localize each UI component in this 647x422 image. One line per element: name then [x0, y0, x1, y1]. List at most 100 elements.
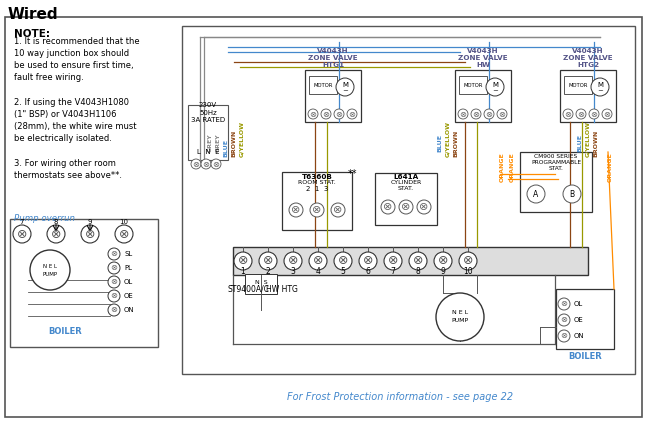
Text: BLUE: BLUE — [437, 134, 443, 152]
Text: HW HTG: HW HTG — [266, 285, 298, 294]
Circle shape — [108, 248, 120, 260]
Text: ⊗: ⊗ — [237, 254, 248, 268]
Bar — [556, 289, 614, 349]
Bar — [455, 70, 511, 122]
Text: ⊗: ⊗ — [111, 263, 118, 273]
Text: ⊗: ⊗ — [17, 227, 27, 241]
Circle shape — [417, 200, 431, 214]
Text: 2: 2 — [266, 268, 270, 276]
Text: SL: SL — [124, 251, 132, 257]
Circle shape — [602, 109, 612, 119]
Circle shape — [558, 298, 570, 310]
Text: 9: 9 — [441, 268, 445, 276]
Circle shape — [201, 159, 211, 169]
Text: ⊗: ⊗ — [291, 205, 301, 215]
Text: ⊗: ⊗ — [203, 160, 210, 168]
Text: ⊗: ⊗ — [485, 109, 492, 119]
Text: ⊗: ⊗ — [313, 205, 322, 215]
Text: STAT.: STAT. — [549, 166, 564, 171]
Text: ⊗: ⊗ — [313, 254, 324, 268]
Circle shape — [563, 109, 573, 119]
Text: ⊗: ⊗ — [438, 254, 448, 268]
Text: CM900 SERIES: CM900 SERIES — [534, 154, 578, 159]
Text: BOILER: BOILER — [568, 352, 602, 361]
Text: G/YELLOW: G/YELLOW — [239, 121, 245, 157]
Text: 2  1  3: 2 1 3 — [306, 186, 328, 192]
Text: PUMP: PUMP — [43, 271, 58, 276]
Text: ZONE VALVE: ZONE VALVE — [563, 55, 613, 61]
Text: ⊗: ⊗ — [212, 160, 219, 168]
Text: ⊗: ⊗ — [333, 205, 343, 215]
Text: BLUE: BLUE — [578, 134, 582, 152]
Circle shape — [310, 203, 324, 217]
Text: ⊗: ⊗ — [578, 109, 584, 119]
Circle shape — [108, 276, 120, 288]
Circle shape — [458, 109, 468, 119]
Circle shape — [334, 109, 344, 119]
Text: BROWN: BROWN — [593, 130, 598, 157]
Text: PUMP: PUMP — [452, 319, 468, 324]
Text: ~: ~ — [597, 88, 603, 94]
Text: ORANGE: ORANGE — [509, 152, 514, 182]
Text: BROWN: BROWN — [232, 130, 237, 157]
Text: STAT.: STAT. — [398, 186, 414, 191]
Text: B: B — [569, 189, 575, 198]
Circle shape — [13, 225, 31, 243]
Circle shape — [399, 200, 413, 214]
Text: ⊗: ⊗ — [413, 254, 423, 268]
Circle shape — [284, 252, 302, 270]
Text: ⊗: ⊗ — [363, 254, 373, 268]
Text: G/YELLOW: G/YELLOW — [446, 121, 450, 157]
Text: 10: 10 — [120, 219, 129, 225]
Text: ON: ON — [574, 333, 585, 339]
Bar — [305, 70, 361, 122]
Circle shape — [497, 109, 507, 119]
Text: ZONE VALVE: ZONE VALVE — [308, 55, 358, 61]
Circle shape — [115, 225, 133, 243]
Text: ORANGE: ORANGE — [499, 152, 505, 182]
Text: HTG2: HTG2 — [577, 62, 599, 68]
Circle shape — [384, 252, 402, 270]
Circle shape — [321, 109, 331, 119]
Text: ⊗: ⊗ — [111, 306, 118, 314]
Text: ⊗: ⊗ — [564, 109, 571, 119]
Text: 230V
50Hz
3A RATED: 230V 50Hz 3A RATED — [191, 102, 225, 123]
Text: M: M — [597, 82, 603, 88]
Circle shape — [434, 252, 452, 270]
Text: 7: 7 — [20, 219, 24, 225]
Circle shape — [108, 290, 120, 302]
Text: 4: 4 — [316, 268, 320, 276]
Bar — [245, 274, 277, 294]
Text: ⊗: ⊗ — [309, 109, 316, 119]
Circle shape — [108, 304, 120, 316]
Circle shape — [289, 203, 303, 217]
Text: ⊗: ⊗ — [119, 227, 129, 241]
Text: ⊗: ⊗ — [560, 316, 567, 325]
Text: OE: OE — [574, 317, 584, 323]
Bar — [182, 26, 635, 374]
Circle shape — [211, 159, 221, 169]
Circle shape — [409, 252, 427, 270]
Text: CYLINDER: CYLINDER — [390, 180, 422, 185]
Text: NOTE:: NOTE: — [14, 29, 50, 39]
Text: ⊗: ⊗ — [111, 292, 118, 300]
Circle shape — [359, 252, 377, 270]
Text: MOTOR: MOTOR — [568, 82, 587, 87]
Text: ⊗: ⊗ — [459, 109, 466, 119]
Circle shape — [471, 109, 481, 119]
Text: MOTOR: MOTOR — [463, 82, 483, 87]
Circle shape — [108, 262, 120, 274]
Text: ST9400A/C: ST9400A/C — [227, 285, 269, 294]
Circle shape — [347, 109, 357, 119]
Text: L  N  E: L N E — [197, 149, 219, 155]
Text: 6: 6 — [366, 268, 371, 276]
Text: ~: ~ — [342, 88, 348, 94]
Text: HTG1: HTG1 — [322, 62, 344, 68]
Text: ⊗: ⊗ — [560, 300, 567, 308]
Bar — [459, 76, 487, 94]
Text: PROGRAMMABLE: PROGRAMMABLE — [531, 160, 581, 165]
Bar — [233, 247, 588, 275]
Text: ⊗: ⊗ — [383, 202, 393, 212]
Text: ⊗: ⊗ — [419, 202, 429, 212]
Text: HW: HW — [476, 62, 490, 68]
